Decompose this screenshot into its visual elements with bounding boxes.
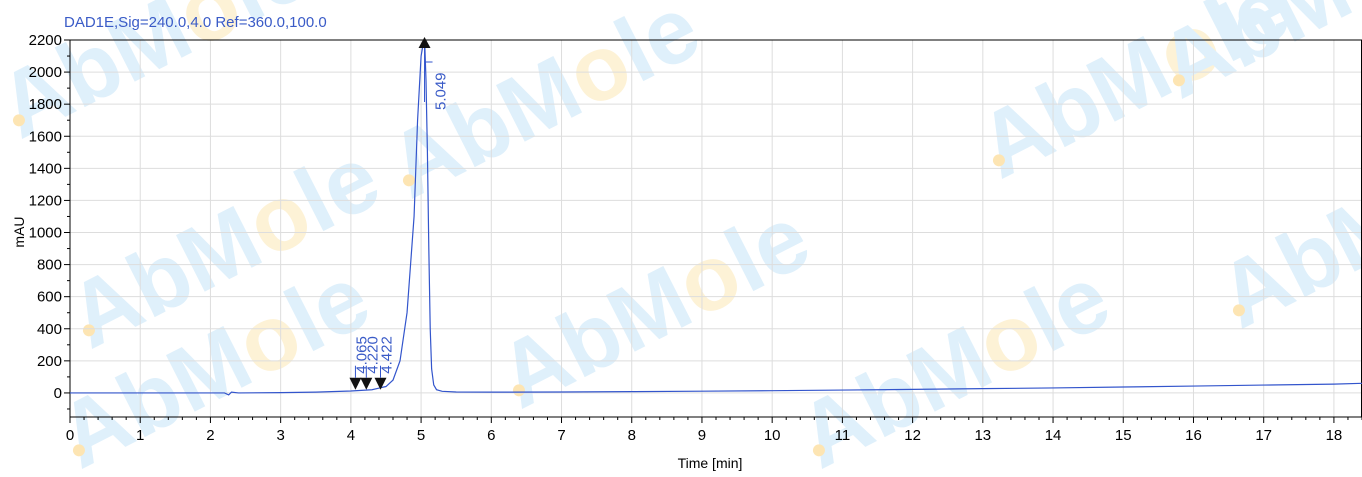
y-tick-label: 1200 <box>29 192 62 209</box>
y-tick-label: 0 <box>54 385 62 402</box>
watermark-1: AbMole <box>373 0 715 218</box>
watermark-text: AbMole <box>373 0 715 218</box>
x-tick-label: 10 <box>764 427 781 444</box>
peak-1: 4.220 <box>360 336 381 390</box>
x-tick-label: 4 <box>347 427 355 444</box>
x-tick-label: 16 <box>1185 427 1202 444</box>
x-tick-label: 12 <box>904 427 921 444</box>
watermark-text: AbMole <box>1143 0 1362 118</box>
watermark-8: AbMole <box>1143 0 1362 118</box>
watermark-text: AbMole <box>43 246 385 472</box>
peak-label: 5.049 <box>433 72 450 110</box>
x-axis-label: Time [min] <box>678 455 743 471</box>
x-tick-label: 8 <box>628 427 636 444</box>
series-layer <box>70 39 1362 396</box>
x-tick-label: 1 <box>136 427 144 444</box>
watermark-2: AbMole <box>963 0 1305 198</box>
y-tick-label: 2000 <box>29 64 62 81</box>
x-tick-label: 14 <box>1045 427 1062 444</box>
watermark-dot <box>992 154 1005 167</box>
y-tick-label: 2200 <box>29 32 62 49</box>
y-tick-label: 1600 <box>29 128 62 145</box>
x-tick-label: 3 <box>276 427 284 444</box>
x-tick-label: 11 <box>835 427 851 444</box>
watermark-text: AbMole <box>1203 106 1362 348</box>
watermark-dot <box>12 114 25 127</box>
x-tick-label: 0 <box>66 427 74 444</box>
watermark-dot <box>72 444 85 457</box>
peak-marker <box>418 37 431 48</box>
axes: 0 1 2 3 4 5 6 7 8 9 10 11 12 13 14 15 16 17 18020040060080… <box>29 32 1362 444</box>
x-tick-label: 7 <box>557 427 565 444</box>
peak-marker <box>374 377 387 390</box>
x-tick-label: 18 <box>1326 427 1343 444</box>
peak-marker <box>360 377 373 390</box>
watermark-dot <box>1232 304 1245 317</box>
x-tick-label: 13 <box>974 427 991 444</box>
watermark-dot <box>82 324 95 337</box>
y-tick-label: 200 <box>37 353 62 370</box>
peak-label: 4.065 <box>353 336 370 374</box>
y-tick-label: 800 <box>37 257 62 274</box>
peak-label: 4.220 <box>364 336 381 374</box>
x-tick-label: 5 <box>417 427 425 444</box>
peak-label: 4.422 <box>379 336 396 374</box>
watermark-dot <box>1172 74 1185 87</box>
x-tick-label: 15 <box>1115 427 1132 444</box>
chart-title: DAD1E,Sig=240.0,4.0 Ref=360.0,100.0 <box>64 14 327 31</box>
x-tick-label: 17 <box>1255 427 1272 444</box>
watermark-text: AbMole <box>963 0 1305 198</box>
watermark-dot <box>402 174 415 187</box>
y-tick-label: 1400 <box>29 160 62 177</box>
watermark-6: AbMole <box>43 246 385 477</box>
peak-marker <box>349 377 362 390</box>
x-tick-label: 9 <box>698 427 706 444</box>
peak-2: 4.422 <box>374 336 396 390</box>
watermark-dot <box>812 444 825 457</box>
x-tick-label: 2 <box>206 427 214 444</box>
y-tick-label: 1800 <box>29 96 62 113</box>
y-tick-label: 400 <box>37 321 62 338</box>
x-tick-label: 6 <box>487 427 495 444</box>
peak-0: 4.065 <box>349 336 370 390</box>
y-tick-label: 600 <box>37 289 62 306</box>
watermark-5: AbMole <box>1203 106 1362 348</box>
grid-lines <box>69 39 1362 417</box>
y-axis-label: mAU <box>11 216 27 247</box>
series-line-0 <box>70 39 1362 396</box>
y-tick-label: 1000 <box>29 225 62 242</box>
peak-3: 5.049 <box>418 37 450 110</box>
